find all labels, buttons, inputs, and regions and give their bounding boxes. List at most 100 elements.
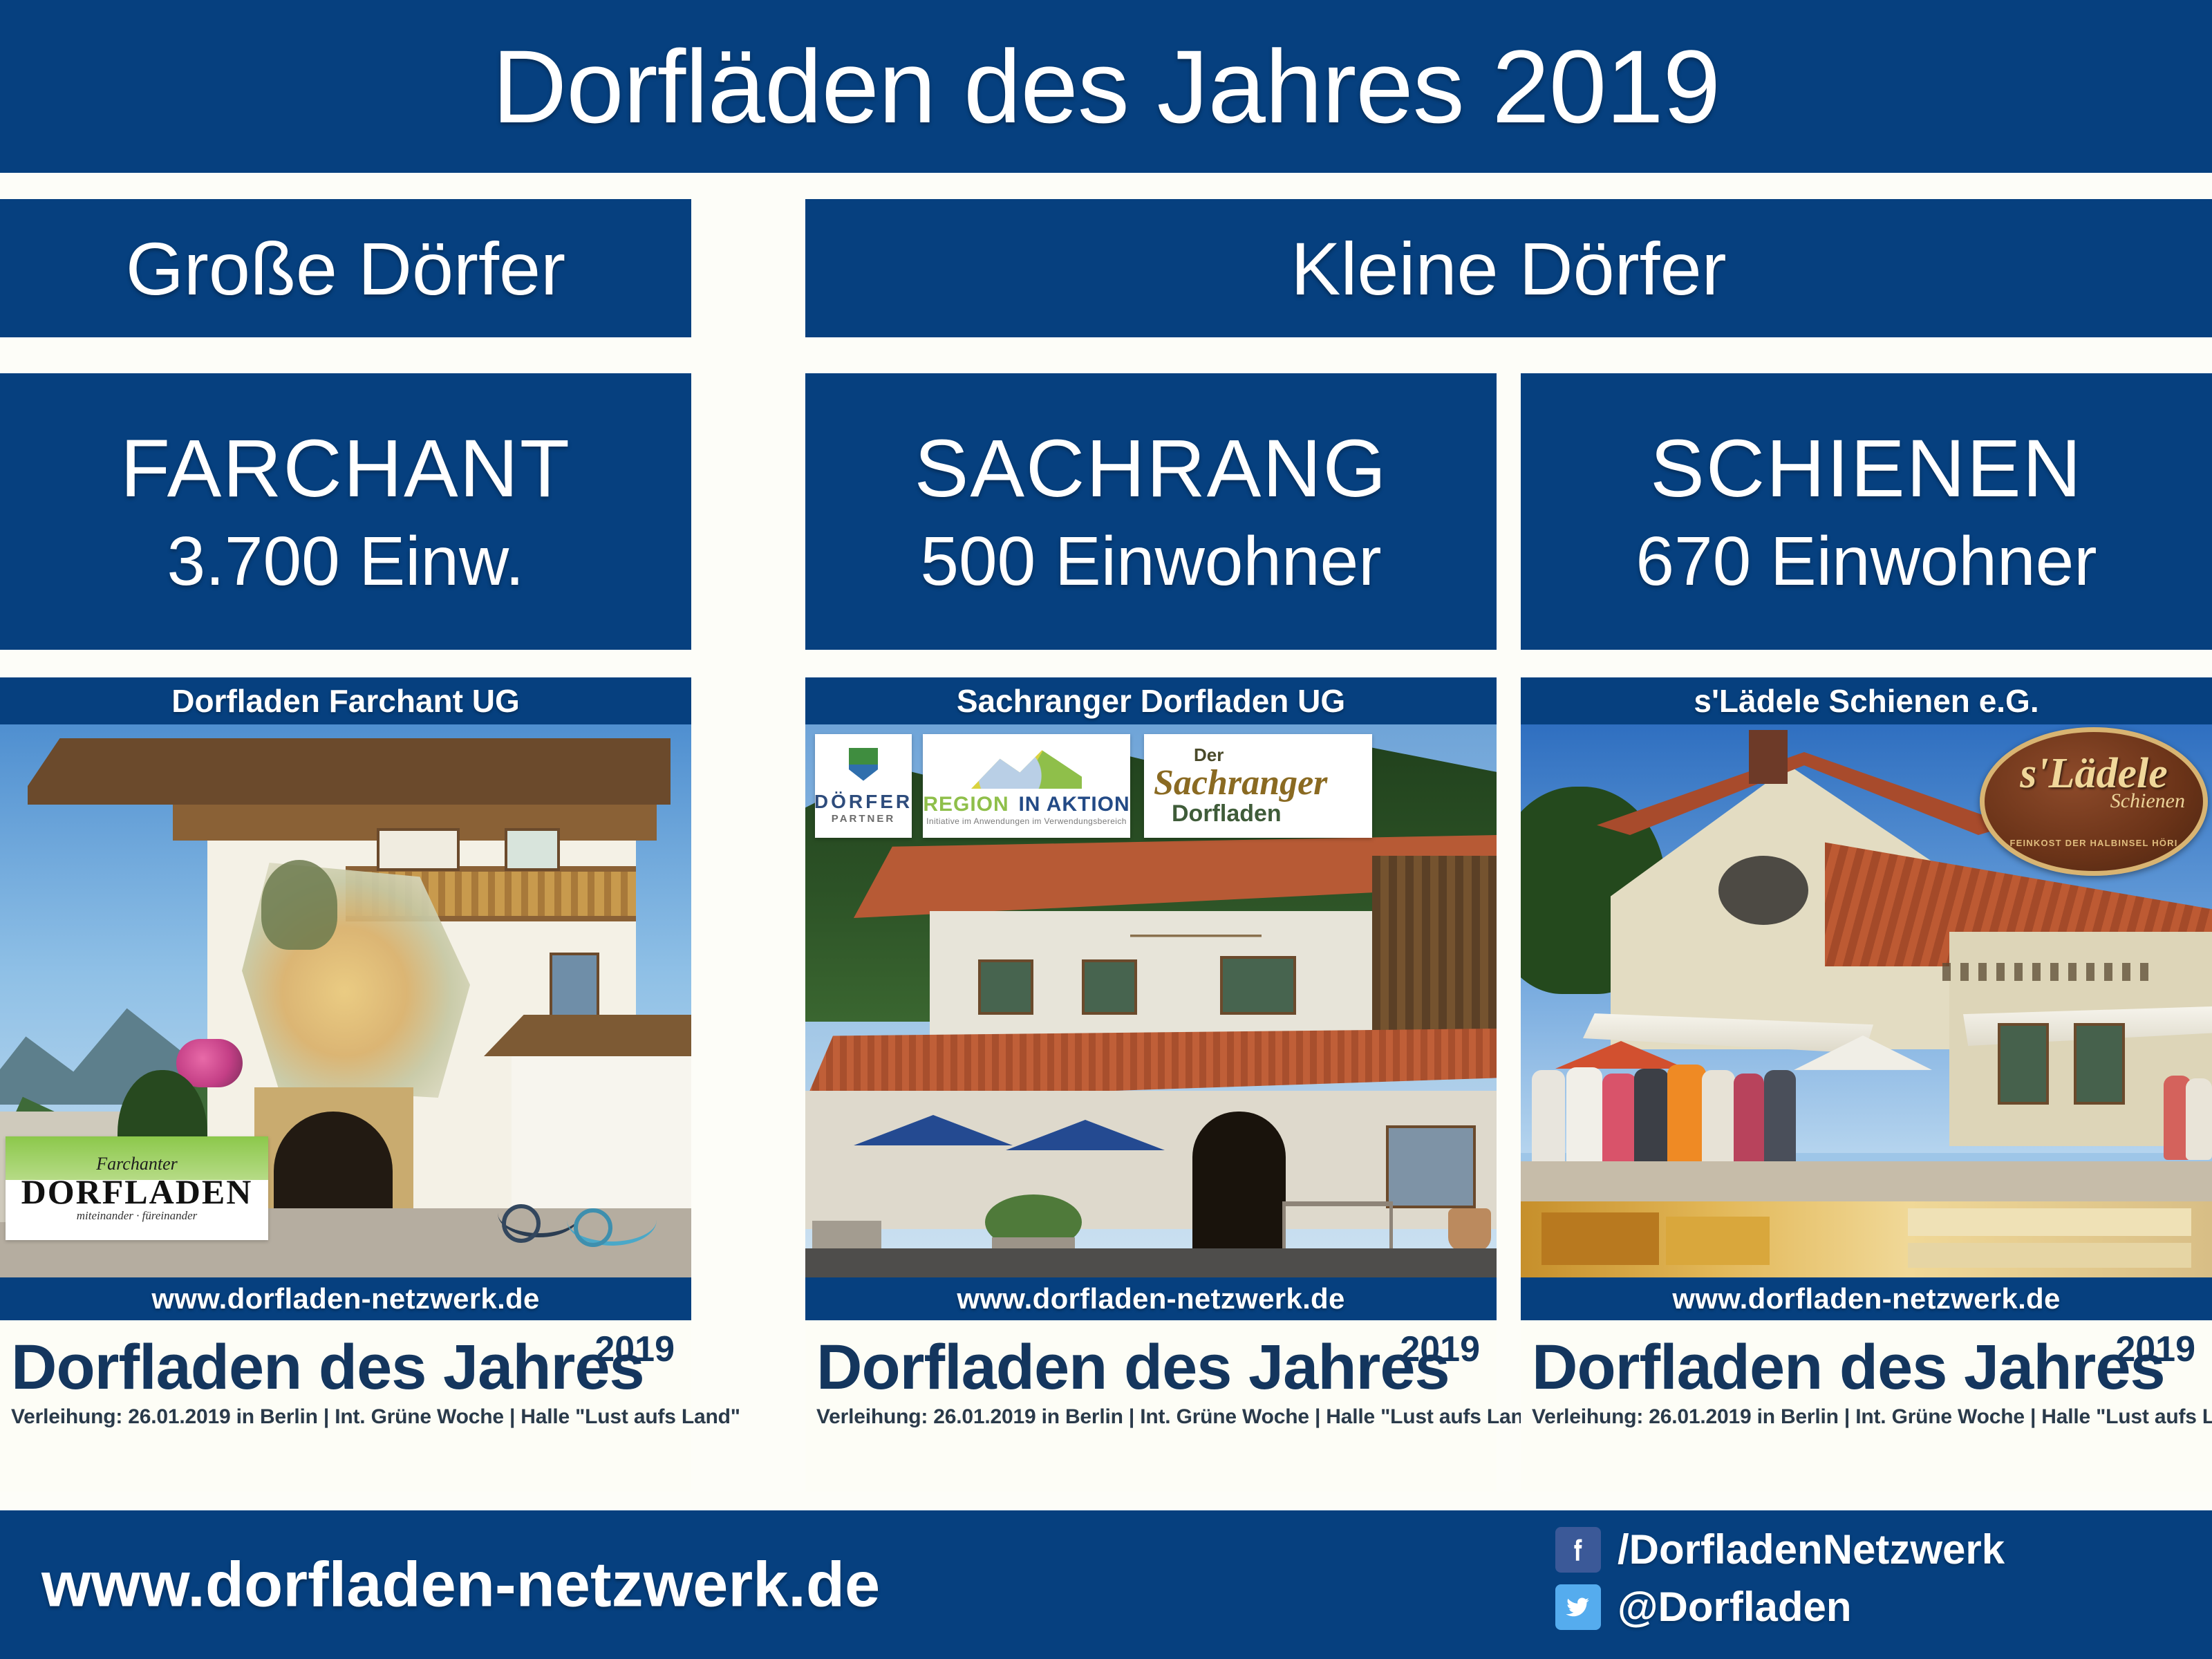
- shopper: [1764, 1070, 1796, 1171]
- facade-lettering: [1942, 963, 2150, 981]
- award-year: 2019: [2115, 1329, 2195, 1369]
- network-url: www.dorfladen-netzwerk.de: [151, 1282, 540, 1315]
- window: [1386, 1125, 1476, 1208]
- side-building-roof: [484, 1015, 691, 1056]
- shop-name-bar: Sachranger Dorfladen UG: [805, 677, 1497, 724]
- logo-line-1: Der: [1194, 744, 1224, 766]
- village-population: 500 Einwohner: [920, 523, 1382, 601]
- logo-line-1: DÖRFER: [815, 790, 912, 812]
- partner-logo-region-in-aktion: REGION IN AKTION Initiative im Anwendung…: [923, 734, 1130, 838]
- village-box-schienen: SCHIENEN 670 Einwohner: [1521, 373, 2212, 650]
- window: [1998, 1023, 2049, 1105]
- shopper: [1634, 1069, 1669, 1172]
- page-title: Dorfläden des Jahres 2019: [491, 28, 1721, 144]
- network-url: www.dorfladen-netzwerk.de: [1672, 1282, 2061, 1315]
- potted-plant: [1448, 1208, 1491, 1251]
- category-header-small-villages: Kleine Dörfer: [805, 199, 2212, 337]
- photo-url-bar[interactable]: www.dorfladen-netzwerk.de: [0, 1277, 691, 1320]
- shop-photo-schienen: s'Lädele Schienen FEINKOST DER HALBINSEL…: [1521, 724, 2212, 1277]
- award-year: 2019: [1400, 1329, 1480, 1369]
- sladele-schienen-logo: s'Lädele Schienen FEINKOST DER HALBINSEL…: [1980, 727, 2208, 876]
- award-title: Dorfladen des Jahres: [11, 1332, 645, 1403]
- award-subtitle: Verleihung: 26.01.2019 in Berlin | Int. …: [816, 1405, 1546, 1428]
- logo-line-2: DORFLADEN: [21, 1172, 253, 1211]
- shopper: [2186, 1078, 2212, 1160]
- village-name: FARCHANT: [120, 422, 571, 514]
- entrance-doorway: [1192, 1112, 1286, 1250]
- logo-line-2: Sachranger: [1154, 763, 1328, 803]
- social-links: /DorfladenNetzwerk @Dorfladen: [1555, 1526, 2177, 1640]
- logo-line-2: IN AKTION: [1018, 793, 1130, 816]
- award-year: 2019: [594, 1329, 675, 1369]
- footer-website-url[interactable]: www.dorfladen-netzwerk.de: [41, 1549, 881, 1620]
- social-link-facebook[interactable]: /DorfladenNetzwerk: [1555, 1526, 2177, 1573]
- shop-card-sachrang: Sachranger Dorfladen UG: [805, 677, 1546, 1493]
- poster-title-bar: Dorfläden des Jahres 2019: [0, 0, 2212, 173]
- interior-shelf: [1666, 1217, 1770, 1265]
- window: [505, 828, 560, 871]
- bicycle-wheel: [574, 1208, 612, 1247]
- logo-line-1: Farchanter: [96, 1154, 178, 1174]
- shopper: [1566, 1067, 1602, 1171]
- award-subtitle: Verleihung: 26.01.2019 in Berlin | Int. …: [1532, 1405, 2212, 1428]
- award-subtitle: Verleihung: 26.01.2019 in Berlin | Int. …: [11, 1405, 740, 1428]
- logo-line-3: miteinander · füreinander: [76, 1209, 198, 1222]
- coat-of-arms-icon: [849, 747, 878, 781]
- barn-wood-facade: [1372, 856, 1497, 1042]
- photo-url-bar[interactable]: www.dorfladen-netzwerk.de: [1521, 1277, 2212, 1320]
- farchanter-dorfladen-logo: Farchanter DORFLADEN miteinander · fürei…: [6, 1136, 268, 1240]
- bicycle-wheel: [502, 1204, 541, 1243]
- window: [1082, 959, 1137, 1015]
- award-title: Dorfladen des Jahres: [1532, 1332, 2166, 1403]
- logo-line-3: FEINKOST DER HALBINSEL HÖRI: [2009, 837, 2178, 848]
- shopper: [1734, 1074, 1764, 1170]
- network-url: www.dorfladen-netzwerk.de: [957, 1282, 1345, 1315]
- shop-name-bar: s'Lädele Schienen e.G.: [1521, 677, 2212, 724]
- shop-name-bar: Dorfladen Farchant UG: [0, 677, 691, 724]
- logo-line-1: REGION: [923, 793, 1009, 816]
- category-header-row: Große Dörfer Kleine Dörfer: [0, 199, 2212, 337]
- wall-script-sign: [1130, 919, 1262, 959]
- village-population: 670 Einwohner: [1635, 523, 2097, 601]
- partner-logo-sachranger-dorfladen: Der Sachranger Dorfladen: [1144, 734, 1372, 838]
- shop-name: s'Lädele Schienen e.G.: [1694, 683, 2039, 719]
- bicycle: [567, 1194, 657, 1246]
- facebook-handle: /DorfladenNetzwerk: [1618, 1526, 2005, 1573]
- award-strip: 2019 Dorfladen des Jahres Verleihung: 26…: [0, 1320, 740, 1492]
- interior-shelf: [1908, 1243, 2191, 1268]
- category-label: Große Dörfer: [125, 226, 566, 310]
- logo-line-2: Schienen: [2110, 789, 2185, 812]
- shopper: [1667, 1065, 1706, 1172]
- poster-footer: www.dorfladen-netzwerk.de /DorfladenNetz…: [0, 1510, 2212, 1659]
- chimney: [1749, 730, 1788, 784]
- award-strip: 2019 Dorfladen des Jahres Verleihung: 26…: [805, 1320, 1546, 1492]
- bicycle: [498, 1189, 581, 1237]
- cafe-table: [1282, 1201, 1393, 1250]
- twitter-icon: [1555, 1584, 1601, 1630]
- category-label: Kleine Dörfer: [1291, 226, 1727, 310]
- window: [978, 959, 1033, 1015]
- window: [550, 953, 599, 1018]
- village-box-sachrang: SACHRANG 500 Einwohner: [805, 373, 1497, 650]
- logo-line-3: Initiative im Anwendungen im Verwendungs…: [926, 816, 1127, 826]
- village-population: 3.700 Einw.: [167, 523, 525, 601]
- gable-emblem: [1718, 856, 1808, 925]
- village-name: SCHIENEN: [1650, 422, 2083, 514]
- planter: [812, 1221, 881, 1251]
- shop-photo-farchant: Farchanter DORFLADEN miteinander · fürei…: [0, 724, 691, 1277]
- facebook-icon: [1555, 1526, 1601, 1573]
- award-strip: 2019 Dorfladen des Jahres Verleihung: 26…: [1521, 1320, 2212, 1492]
- street: [805, 1248, 1497, 1277]
- window: [377, 828, 460, 871]
- shop-card-schienen: s'Lädele Schienen e.G.: [1521, 677, 2212, 1493]
- partner-logo-doerfer: DÖRFER PARTNER: [815, 734, 912, 838]
- logo-line-1: s'Lädele: [2020, 750, 2168, 798]
- fresco-tree: [261, 860, 337, 950]
- shop-name: Sachranger Dorfladen UG: [956, 683, 1346, 719]
- photo-url-bar[interactable]: www.dorfladen-netzwerk.de: [805, 1277, 1497, 1320]
- award-title: Dorfladen des Jahres: [816, 1332, 1450, 1403]
- window: [2074, 1023, 2125, 1105]
- mountain-logo-icon: [971, 750, 1082, 789]
- shopper: [1532, 1070, 1565, 1167]
- social-link-twitter[interactable]: @Dorfladen: [1555, 1583, 2177, 1631]
